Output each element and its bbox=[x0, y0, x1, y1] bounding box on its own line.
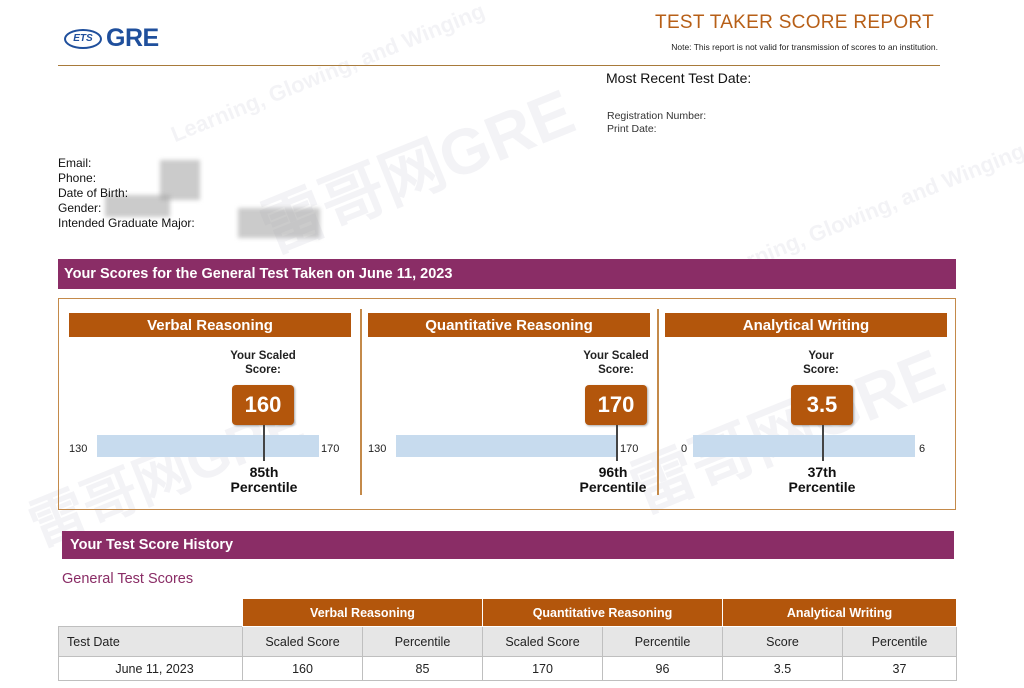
scores-section-title: Your Scores for the General Test Taken o… bbox=[58, 259, 956, 289]
gender-label: Gender: bbox=[58, 201, 102, 215]
column-header: Scaled Score bbox=[242, 626, 363, 657]
writing-score-caption: Your Score: bbox=[803, 350, 839, 376]
verbal-range-bar bbox=[97, 435, 319, 457]
writing-range-max: 6 bbox=[919, 443, 926, 455]
verbal-range-min: 130 bbox=[69, 443, 88, 455]
dob-label: Date of Birth: bbox=[58, 186, 129, 200]
writing-range-bar bbox=[693, 435, 915, 457]
table-group-header-row: Verbal Reasoning Quantitative Reasoning … bbox=[59, 598, 957, 627]
redacted-area bbox=[238, 208, 320, 238]
verbal-range-max: 170 bbox=[321, 443, 340, 455]
email-label: Email: bbox=[58, 156, 92, 170]
column-header: Percentile bbox=[362, 626, 483, 657]
table-cell: June 11, 2023 bbox=[58, 656, 243, 681]
table-cell: 85 bbox=[362, 656, 483, 681]
group-header-writing: Analytical Writing bbox=[722, 598, 957, 627]
registration-block: Registration Number: Print Date: bbox=[607, 110, 706, 136]
table-cell: 37 bbox=[842, 656, 957, 681]
quant-range-max: 170 bbox=[620, 443, 639, 455]
gre-logo-text: GRE bbox=[106, 24, 159, 52]
column-header: Scaled Score bbox=[482, 626, 603, 657]
report-header: ETS GRE TEST TAKER SCORE REPORT Note: Th… bbox=[58, 12, 940, 66]
quant-section-header: Quantitative Reasoning bbox=[368, 313, 650, 337]
quant-section: Quantitative Reasoning Your Scaled Score… bbox=[362, 299, 658, 509]
score-history-table: Verbal Reasoning Quantitative Reasoning … bbox=[58, 598, 957, 681]
table-cell: 170 bbox=[482, 656, 603, 681]
phone-label: Phone: bbox=[58, 171, 97, 185]
writing-score-box: 3.5 bbox=[791, 385, 853, 425]
quant-score-marker bbox=[616, 425, 618, 461]
table-cell: 160 bbox=[242, 656, 363, 681]
quant-score-box: 170 bbox=[585, 385, 647, 425]
verbal-section: Verbal Reasoning Your Scaled Score: 160 … bbox=[59, 299, 359, 509]
quant-score-caption: Your Scaled Score: bbox=[583, 350, 649, 376]
history-section-title: Your Test Score History bbox=[62, 531, 954, 559]
personal-info: Email: Phone: Date of Birth: Gender: Int… bbox=[58, 156, 195, 231]
group-header-verbal: Verbal Reasoning bbox=[242, 598, 483, 627]
writing-percentile: 37th Percentile bbox=[788, 464, 856, 495]
writing-section: Analytical Writing Your Score: 3.5 0 6 3… bbox=[659, 299, 955, 509]
verbal-score-marker bbox=[263, 425, 265, 461]
table-row: June 11, 2023 160 85 170 96 3.5 37 bbox=[58, 656, 957, 681]
group-header-quant: Quantitative Reasoning bbox=[482, 598, 723, 627]
ets-logo-icon: ETS bbox=[64, 28, 102, 49]
report-title: TEST TAKER SCORE REPORT bbox=[655, 12, 934, 33]
ets-gre-logo: ETS GRE bbox=[64, 24, 159, 53]
column-header: Test Date bbox=[58, 626, 243, 657]
most-recent-test-date-label: Most Recent Test Date: bbox=[606, 70, 752, 86]
report-note: Note: This report is not valid for trans… bbox=[671, 42, 938, 52]
watermark-brand: 雷哥网GRE bbox=[250, 75, 585, 266]
print-date-label: Print Date: bbox=[607, 123, 657, 135]
column-header: Percentile bbox=[602, 626, 723, 657]
writing-section-header: Analytical Writing bbox=[665, 313, 947, 337]
verbal-percentile: 85th Percentile bbox=[230, 464, 298, 495]
table-cell: 3.5 bbox=[722, 656, 843, 681]
intended-major-label: Intended Graduate Major: bbox=[58, 216, 195, 230]
quant-range-min: 130 bbox=[368, 443, 387, 455]
verbal-score-box: 160 bbox=[232, 385, 294, 425]
redacted-area bbox=[105, 195, 170, 217]
column-header: Percentile bbox=[842, 626, 957, 657]
registration-number-label: Registration Number: bbox=[607, 110, 707, 122]
quant-percentile: 96th Percentile bbox=[579, 464, 647, 495]
history-subtitle: General Test Scores bbox=[62, 571, 194, 587]
redacted-area bbox=[160, 160, 200, 200]
quant-range-bar bbox=[396, 435, 618, 457]
section-divider bbox=[360, 309, 362, 495]
section-divider bbox=[657, 309, 659, 495]
verbal-score-caption: Your Scaled Score: bbox=[230, 350, 296, 376]
verbal-section-header: Verbal Reasoning bbox=[69, 313, 351, 337]
scores-panel: Verbal Reasoning Your Scaled Score: 160 … bbox=[58, 298, 956, 510]
writing-range-min: 0 bbox=[681, 443, 688, 455]
table-cell: 96 bbox=[602, 656, 723, 681]
writing-score-marker bbox=[822, 425, 824, 461]
column-header: Score bbox=[722, 626, 843, 657]
table-column-header-row: Test Date Scaled Score Percentile Scaled… bbox=[58, 626, 957, 657]
